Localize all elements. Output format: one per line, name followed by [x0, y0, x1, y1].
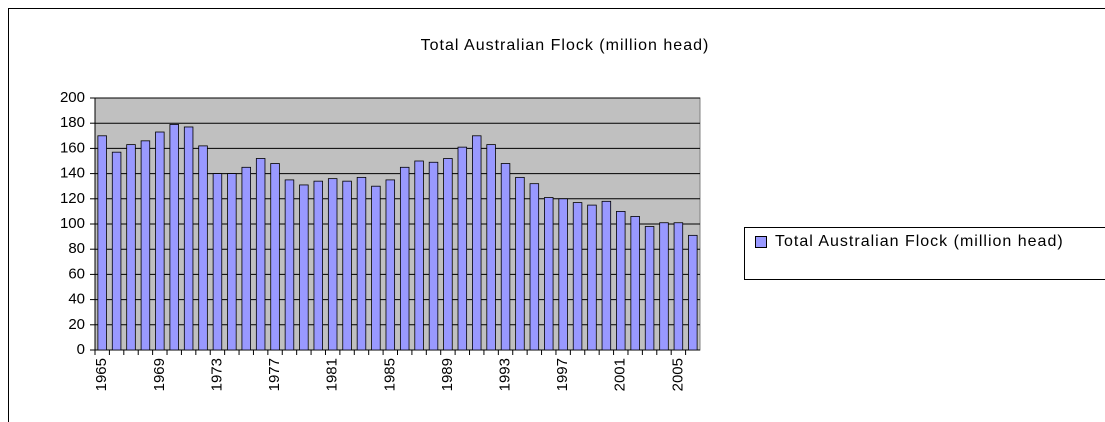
x-tick-label: 1985 — [381, 358, 398, 391]
bar — [601, 200, 612, 351]
bar — [399, 166, 410, 351]
y-tick-label: 80 — [68, 240, 85, 257]
y-tick-label: 0 — [77, 341, 85, 358]
bar — [313, 180, 323, 351]
bar — [428, 161, 439, 351]
chart-title: Total Australian Flock (million head) — [421, 37, 710, 54]
bar — [126, 144, 136, 351]
x-tick-label: 1981 — [324, 358, 341, 391]
y-tick-label: 100 — [60, 215, 85, 232]
bar — [299, 184, 309, 351]
legend: Total Australian Flock (million head) — [744, 227, 1105, 280]
bar — [140, 140, 151, 351]
bar — [472, 135, 482, 351]
bar — [544, 197, 554, 351]
y-tick-label: 180 — [60, 114, 85, 131]
bar — [227, 173, 237, 351]
bar — [342, 180, 352, 351]
bar — [414, 160, 424, 351]
y-tick-label: 120 — [60, 190, 85, 207]
bar — [500, 163, 511, 351]
bar — [688, 234, 698, 351]
bar — [241, 166, 251, 351]
x-tick-label: 1997 — [554, 358, 571, 391]
bar — [155, 131, 165, 351]
bar — [486, 144, 496, 351]
bar — [111, 151, 122, 351]
x-tick-label: 1989 — [439, 358, 456, 391]
bar — [371, 185, 381, 351]
bar — [284, 179, 295, 351]
y-tick-label: 60 — [68, 265, 85, 282]
legend-label: Total Australian Flock (million head) — [775, 233, 1064, 250]
bar — [270, 163, 280, 351]
y-tick-label: 160 — [60, 139, 85, 156]
bar — [183, 126, 194, 351]
x-tick-label: 2001 — [612, 358, 629, 391]
bar — [644, 226, 655, 351]
bar — [255, 158, 266, 351]
bar — [356, 176, 367, 351]
y-tick-label: 140 — [60, 165, 85, 182]
bar — [327, 178, 338, 351]
bar — [169, 124, 179, 351]
bar — [515, 176, 525, 351]
bar — [587, 204, 597, 351]
y-tick-label: 40 — [68, 291, 85, 308]
bar — [198, 145, 208, 351]
bar — [572, 202, 583, 351]
x-tick-label: 1969 — [151, 358, 168, 391]
x-tick-label: 1965 — [93, 358, 110, 391]
bar — [443, 158, 453, 351]
bar — [212, 173, 223, 351]
bar — [673, 222, 684, 351]
x-tick-label: 1973 — [208, 358, 225, 391]
bar — [529, 183, 540, 351]
bar — [616, 210, 626, 351]
bar — [385, 179, 396, 351]
bar — [97, 135, 107, 351]
y-tick-label: 20 — [68, 316, 85, 333]
bar — [558, 198, 568, 351]
bar — [659, 222, 669, 351]
bar — [457, 146, 468, 351]
x-tick-label: 1993 — [497, 358, 514, 391]
x-tick-label: 1977 — [266, 358, 283, 391]
y-tick-label: 200 — [60, 89, 85, 106]
legend-swatch — [755, 236, 767, 248]
bar — [630, 216, 640, 351]
x-tick-label: 2005 — [669, 358, 686, 391]
